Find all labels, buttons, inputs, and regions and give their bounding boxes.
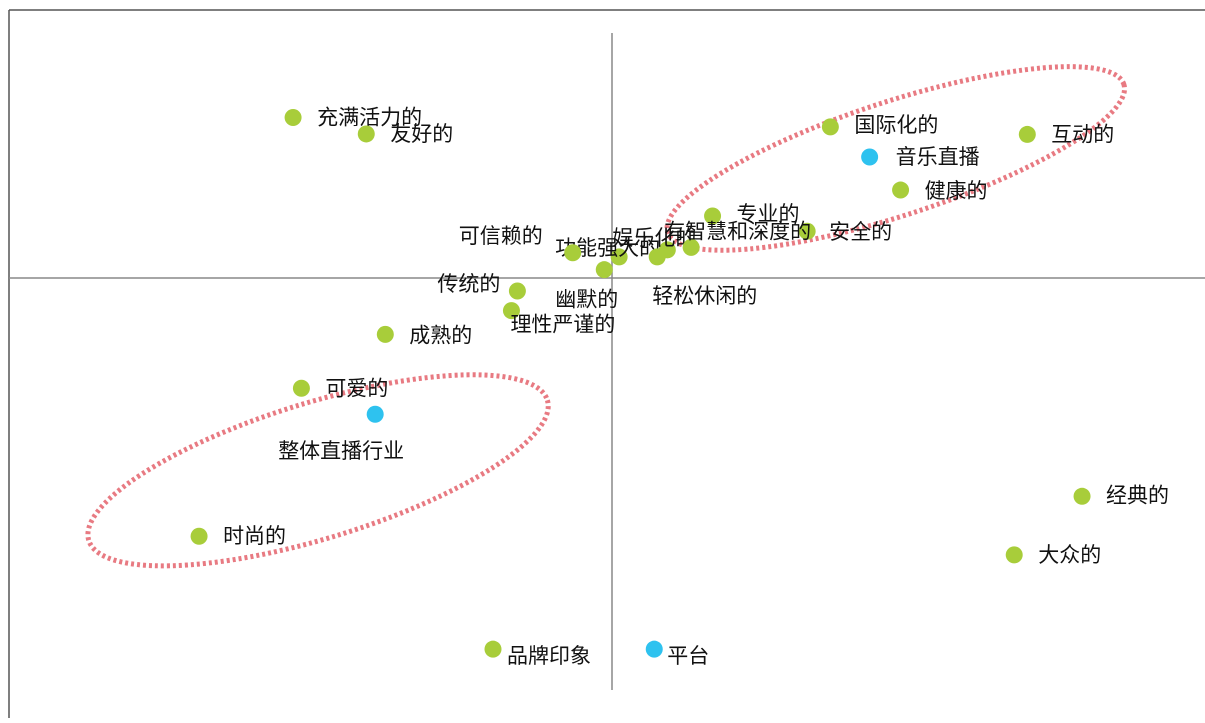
data-point — [376, 325, 394, 343]
data-point — [821, 118, 839, 136]
data-point — [357, 125, 375, 143]
data-point — [610, 248, 628, 266]
data-point — [1018, 125, 1036, 143]
point-label: 互动的 — [1051, 122, 1114, 146]
highlight-ellipse-2 — [85, 372, 551, 569]
point-label: 平台 — [667, 644, 709, 668]
point-label: 音乐直播 — [896, 145, 980, 169]
point-label: 理性严谨的 — [510, 313, 615, 337]
point-label: 国际化的 — [854, 113, 938, 137]
point-label: 友好的 — [390, 122, 453, 146]
point-label: 成熟的 — [409, 323, 472, 347]
data-point — [484, 640, 502, 658]
data-point — [284, 109, 302, 127]
point-label: 传统的 — [437, 272, 500, 296]
data-point — [645, 640, 663, 658]
point-label: 充满活力的 — [317, 106, 422, 130]
point-label: 幽默的 — [555, 288, 618, 312]
point-label: 轻松休闲的 — [652, 284, 757, 308]
point-label: 健康的 — [925, 179, 988, 203]
data-point — [595, 261, 613, 279]
data-point — [861, 148, 879, 166]
point-label: 专业的 — [737, 202, 800, 226]
point-label: 大众的 — [1038, 543, 1101, 567]
data-point — [1005, 546, 1023, 564]
data-point — [190, 527, 208, 545]
point-label: 有智慧和深度的 — [664, 219, 811, 243]
highlight-ellipse-1 — [664, 64, 1128, 253]
point-label: 可信赖的 — [459, 224, 543, 248]
data-point — [704, 207, 722, 225]
data-point — [892, 181, 910, 199]
data-point — [508, 282, 526, 300]
data-point — [564, 244, 582, 262]
point-label: 安全的 — [829, 220, 892, 244]
point-label: 品牌印象 — [507, 644, 591, 668]
point-label: 可爱的 — [325, 376, 388, 400]
highlight-ellipses — [85, 64, 1128, 569]
data-point — [648, 248, 666, 266]
point-label: 时尚的 — [223, 524, 286, 548]
data-point — [682, 238, 700, 256]
point-label: 经典的 — [1106, 483, 1169, 507]
data-point — [366, 405, 384, 423]
data-point — [1073, 487, 1091, 505]
point-label: 整体直播行业 — [278, 439, 404, 463]
point-label: 娱乐化的 — [612, 226, 696, 250]
data-point — [292, 379, 310, 397]
data-point — [502, 302, 520, 320]
data-point — [798, 222, 816, 240]
